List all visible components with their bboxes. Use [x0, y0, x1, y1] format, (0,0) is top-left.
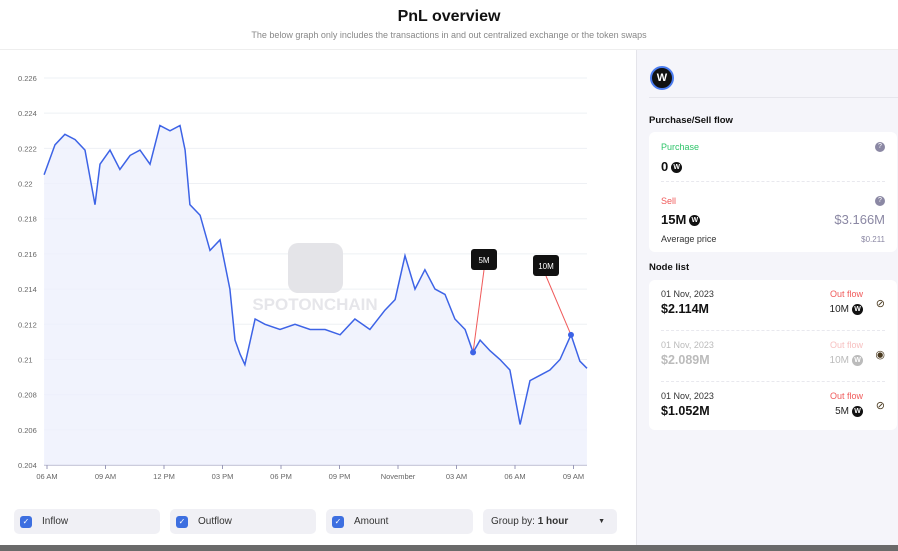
y-tick-label: 0.206: [18, 426, 37, 435]
x-tick-label: 03 AM: [446, 472, 467, 481]
node-date: 01 Nov, 2023: [661, 340, 714, 350]
x-tick-label: 12 PM: [153, 472, 175, 481]
y-tick-label: 0.224: [18, 109, 37, 118]
y-tick-label: 0.214: [18, 285, 37, 294]
node-date: 01 Nov, 2023: [661, 391, 714, 401]
checkbox-checked-icon[interactable]: ✓: [20, 515, 32, 528]
watermark-text: SPOTONCHAIN: [252, 295, 377, 314]
sell-amount: 15M W: [661, 212, 701, 227]
avg-price-label: Average price: [661, 234, 717, 244]
node-item[interactable]: 01 Nov, 2023 $2.089M Out flow 10M W ◉: [649, 331, 897, 381]
avg-price-value: $0.211: [861, 235, 885, 244]
node-value: $1.052M: [661, 404, 710, 418]
y-tick-label: 0.212: [18, 320, 37, 329]
page-header: PnL overview The below graph only includ…: [0, 0, 898, 50]
inflow-toggle[interactable]: ✓ Inflow: [14, 509, 160, 534]
amount-toggle[interactable]: ✓ Amount: [326, 509, 473, 534]
flow-title: Purchase/Sell flow: [649, 115, 733, 126]
group-by-value: 1 hour: [537, 516, 569, 527]
amount-label: Amount: [354, 516, 389, 527]
y-tick-label: 0.222: [18, 144, 37, 153]
group-by-select[interactable]: Group by: 1 hour ▼: [483, 509, 617, 534]
annotation-line: [472, 269, 485, 353]
sell-value: $3.166M: [834, 212, 885, 227]
node-flow: Out flow: [829, 340, 863, 350]
page-title: PnL overview: [397, 8, 501, 25]
x-tick-label: 09 AM: [95, 472, 116, 481]
node-list-title: Node list: [649, 262, 690, 273]
outflow-toggle[interactable]: ✓ Outflow: [170, 509, 316, 534]
chevron-down-icon: ▼: [598, 518, 605, 525]
bottom-bar: [0, 545, 898, 551]
x-tick-label: November: [381, 472, 416, 481]
divider: [649, 97, 898, 98]
annotation-box: [533, 255, 559, 276]
annotation-label: 5M: [478, 256, 489, 265]
y-tick-label: 0.22: [18, 180, 33, 189]
help-icon[interactable]: ?: [875, 196, 885, 206]
x-tick-label: 06 PM: [270, 472, 292, 481]
node-value: $2.114M: [661, 302, 709, 316]
token-icon: W: [671, 162, 683, 174]
node-value: $2.089M: [661, 353, 710, 367]
y-tick-label: 0.226: [18, 74, 37, 83]
node-flow: Out flow: [829, 391, 863, 401]
node-amount: 5M W: [835, 406, 863, 417]
y-tick-label: 0.21: [18, 355, 33, 364]
node-item[interactable]: 01 Nov, 2023 $2.114M Out flow 10M W ⊘: [649, 280, 897, 330]
x-tick-label: 09 PM: [329, 472, 351, 481]
node-date: 01 Nov, 2023: [661, 289, 714, 299]
y-tick-label: 0.208: [18, 391, 37, 400]
purchase-label: Purchase: [661, 142, 700, 152]
eye-icon[interactable]: ◉: [875, 349, 885, 361]
annotation-label: 10M: [538, 262, 554, 271]
token-icon: W: [852, 406, 863, 417]
annotation-box: [471, 249, 497, 270]
sell-label: Sell: [661, 196, 677, 206]
node-list: 01 Nov, 2023 $2.114M Out flow 10M W ⊘ 01 …: [649, 280, 897, 430]
y-tick-label: 0.204: [18, 461, 37, 470]
group-by-label: Group by:: [491, 516, 535, 527]
page-subtitle: The below graph only includes the transa…: [251, 30, 647, 40]
outflow-label: Outflow: [198, 516, 232, 527]
watermark-logo: [288, 243, 343, 293]
help-icon[interactable]: ?: [875, 142, 885, 152]
pnl-chart-svg[interactable]: 0.204 0.206 0.208 0.21 0.212 0.214 0.216 0.218 0…: [0, 50, 635, 510]
inflow-label: Inflow: [42, 516, 69, 527]
node-amount: 10M W: [830, 355, 863, 366]
node-item[interactable]: 01 Nov, 2023 $1.052M Out flow 5M W ⊘: [649, 382, 897, 432]
eye-off-icon[interactable]: ⊘: [875, 298, 885, 310]
price-area: [44, 125, 587, 465]
checkbox-checked-icon[interactable]: ✓: [176, 515, 188, 528]
eye-off-icon[interactable]: ⊘: [875, 400, 885, 412]
x-tick-label: 06 AM: [36, 472, 57, 481]
token-icon: W: [689, 215, 701, 227]
pnl-chart[interactable]: 0.204 0.206 0.208 0.21 0.212 0.214 0.216 0.218 0…: [0, 50, 635, 510]
token-icon: W: [852, 304, 863, 315]
annotation-point: [567, 331, 574, 338]
divider: [661, 181, 885, 182]
token-logo: W: [650, 66, 674, 90]
node-amount: 10M W: [830, 304, 863, 315]
divider: [661, 381, 885, 382]
divider: [661, 330, 885, 331]
annotation-point: [470, 349, 477, 356]
y-tick-label: 0.216: [18, 250, 37, 259]
checkbox-checked-icon[interactable]: ✓: [332, 515, 344, 528]
annotation-line: [545, 275, 572, 336]
y-tick-label: 0.218: [18, 215, 37, 224]
node-flow: Out flow: [829, 289, 863, 299]
token-icon: W: [852, 355, 863, 366]
x-tick-label: 03 PM: [212, 472, 234, 481]
x-tick-label: 06 AM: [504, 472, 525, 481]
price-line: [43, 124, 588, 425]
x-tick-label: 09 AM: [563, 472, 584, 481]
